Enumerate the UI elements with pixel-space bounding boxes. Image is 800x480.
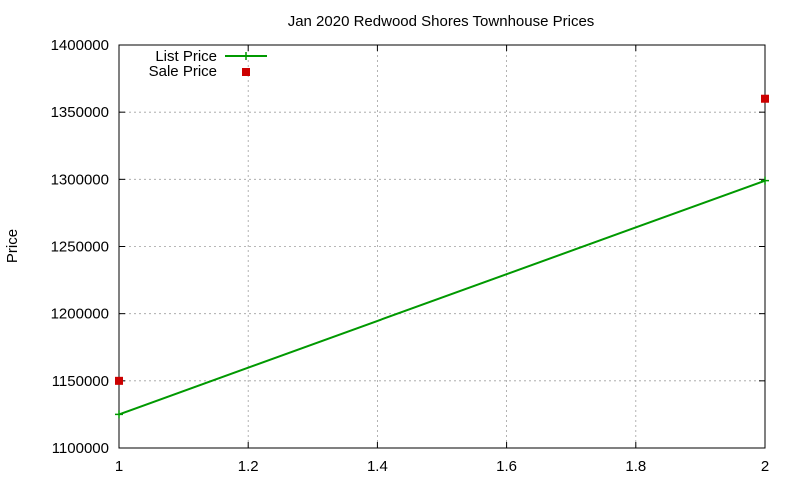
x-tick-label: 1.2 [238, 458, 259, 475]
y-tick-label: 1400000 [51, 37, 109, 54]
y-axis-label: Price [4, 229, 21, 263]
x-tick-label: 1.8 [625, 458, 646, 475]
legend-marker-list-price [242, 52, 250, 60]
data-point-list-price [115, 410, 123, 419]
chart-title: Jan 2020 Redwood Shores Townhouse Prices [288, 13, 595, 30]
y-tick-label: 1350000 [51, 104, 109, 121]
x-tick-label: 1.4 [367, 458, 388, 475]
y-tick-label: 1300000 [51, 171, 109, 188]
x-tick-label: 2 [761, 458, 769, 475]
y-tick-label: 1250000 [51, 239, 109, 256]
legend-label-sale-price: Sale Price [149, 63, 217, 80]
legend: List Price Sale Price [149, 48, 267, 80]
axis-ticks [118, 44, 766, 449]
y-tick-label: 1150000 [52, 373, 109, 390]
x-tick-label: 1 [115, 458, 123, 475]
data-point-list-price [761, 176, 769, 185]
y-tick-label: 1200000 [51, 306, 109, 323]
series-list-price [115, 176, 769, 419]
series [115, 94, 769, 419]
x-tick-label: 1.6 [496, 458, 517, 475]
y-tick-label: 1100000 [52, 440, 109, 457]
tick-labels: 1 1.2 1.4 1.6 1.8 2 1100000 1150000 1200000 12500… [51, 37, 770, 475]
series-sale-price [115, 94, 769, 385]
data-point-sale-price [115, 376, 123, 385]
legend-marker-sale-price [242, 68, 250, 76]
data-point-sale-price [761, 94, 769, 103]
legend-label-list-price: List Price [155, 48, 217, 65]
series-line-list-price [118, 179, 766, 416]
grid [119, 45, 765, 448]
